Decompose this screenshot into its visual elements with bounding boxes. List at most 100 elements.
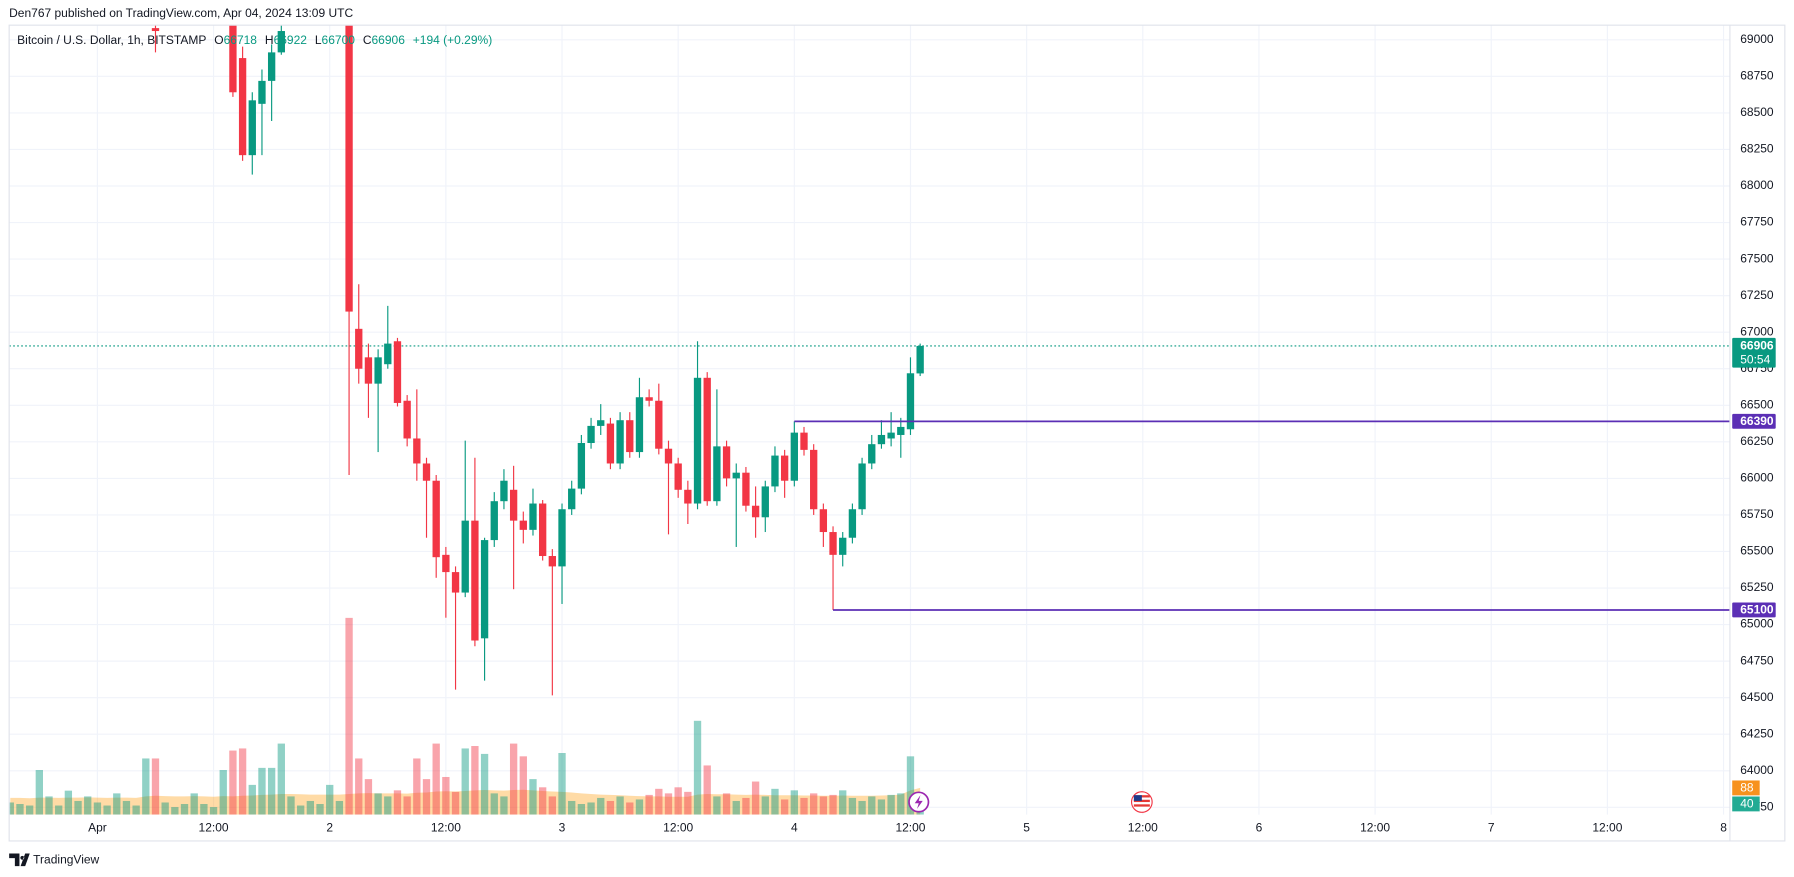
- y-tick-label: 66000: [1740, 471, 1774, 485]
- volume-bar: [267, 767, 276, 815]
- volume-bar: [616, 796, 624, 815]
- y-tick-label: 69000: [1740, 32, 1774, 46]
- x-tick-label: 12:00: [1360, 821, 1390, 835]
- volume-bar: [645, 794, 653, 815]
- volume-bar: [209, 807, 218, 815]
- volume-bar: [374, 793, 382, 815]
- candle-body: [151, 28, 160, 32]
- candle-body: [258, 80, 266, 104]
- candle-body: [645, 397, 653, 401]
- y-tick-label: 67500: [1740, 251, 1774, 265]
- volume-bar: [451, 791, 460, 815]
- volume-bar: [432, 743, 440, 815]
- candle-body: [267, 52, 276, 81]
- volume-bar: [722, 793, 731, 815]
- volume-bar: [490, 793, 498, 815]
- volume-bar: [171, 807, 179, 815]
- volume-bar: [316, 804, 324, 815]
- candle-body: [597, 420, 605, 426]
- volume-bar: [64, 790, 73, 815]
- legend-change: +194 (+0.29%): [413, 33, 492, 47]
- candle-body: [877, 434, 886, 445]
- volume-bar: [897, 793, 905, 815]
- volume-bar: [529, 779, 537, 815]
- volume-bar: [597, 797, 605, 815]
- candle-body: [587, 425, 595, 444]
- legend-value: 66906: [372, 33, 406, 47]
- y-tick-label: 66500: [1740, 397, 1774, 411]
- volume-bar: [906, 756, 915, 815]
- volume-bar: [655, 788, 663, 815]
- volume-bar: [568, 800, 576, 815]
- candle-body: [868, 444, 876, 464]
- volume-bar: [442, 776, 450, 815]
- candle-body: [539, 503, 547, 557]
- candle-body: [771, 455, 779, 487]
- volume-bar: [55, 805, 63, 815]
- level-tag: [1732, 413, 1776, 429]
- candle-body: [810, 449, 818, 510]
- x-tick-label: 3: [559, 821, 566, 835]
- volume-bar: [868, 796, 876, 815]
- candle-body: [742, 472, 750, 506]
- candle-body: [364, 357, 373, 384]
- y-tick-label: 66250: [1740, 434, 1774, 448]
- candle-body: [606, 423, 615, 464]
- x-tick-label: 6: [1256, 821, 1263, 835]
- volume-ma-area: [10, 787, 921, 815]
- y-tick-label: 64500: [1740, 690, 1774, 704]
- axes: 6375064000642506450064750650006525065500…: [88, 32, 1776, 835]
- candle-body: [471, 520, 479, 641]
- candle-body: [500, 480, 508, 502]
- countdown-label: 50:54: [1740, 352, 1770, 366]
- x-tick-label: 12:00: [431, 821, 461, 835]
- volume-bar: [471, 746, 479, 815]
- volume-bar: [84, 796, 92, 815]
- volume-bar: [345, 617, 353, 815]
- y-tick-label: 65750: [1740, 507, 1774, 521]
- candle-body: [897, 426, 905, 435]
- candle-body: [887, 432, 895, 439]
- candle-body: [848, 509, 857, 538]
- volume-bar: [161, 802, 169, 815]
- volume-bar: [790, 790, 798, 815]
- legend-label: H: [265, 33, 274, 47]
- candle-body: [722, 446, 731, 479]
- candle-body: [664, 448, 673, 464]
- volume-bar: [713, 796, 721, 815]
- candle-body: [916, 345, 924, 374]
- volume-bar: [142, 758, 150, 815]
- candle-body: [858, 463, 866, 510]
- volume-bar: [480, 753, 489, 815]
- volume-bar: [219, 769, 227, 815]
- volume-bar: [500, 796, 508, 815]
- price-pane: [9, 25, 1730, 815]
- volume-bar: [190, 793, 198, 815]
- volume-bar: [103, 805, 111, 815]
- x-tick-label: 12:00: [199, 821, 229, 835]
- volume-bar: [732, 800, 740, 815]
- x-tick-label: 12:00: [1592, 821, 1622, 835]
- y-tick-label: 64750: [1740, 653, 1774, 667]
- volume-bar: [45, 796, 53, 815]
- event-icon[interactable]: [908, 791, 930, 813]
- candle-body: [374, 357, 382, 384]
- volume-bar: [132, 805, 140, 815]
- volume-bar: [509, 743, 518, 815]
- volume-bar: [25, 805, 34, 815]
- legend-value: 66718: [224, 33, 258, 47]
- candle-body: [761, 486, 769, 518]
- y-tick-label: 64250: [1740, 726, 1774, 740]
- candle-body: [413, 438, 421, 464]
- volume-bar: [635, 799, 644, 815]
- candle-body: [684, 489, 692, 504]
- volume-bar: [93, 802, 102, 815]
- economic-event-icon[interactable]: [1130, 791, 1153, 813]
- volume-bar: [355, 758, 363, 815]
- volume-bar: [229, 750, 237, 815]
- volume-ma-tag: [1732, 780, 1760, 796]
- volume-bar: [877, 799, 886, 815]
- volume-bar: [306, 800, 315, 815]
